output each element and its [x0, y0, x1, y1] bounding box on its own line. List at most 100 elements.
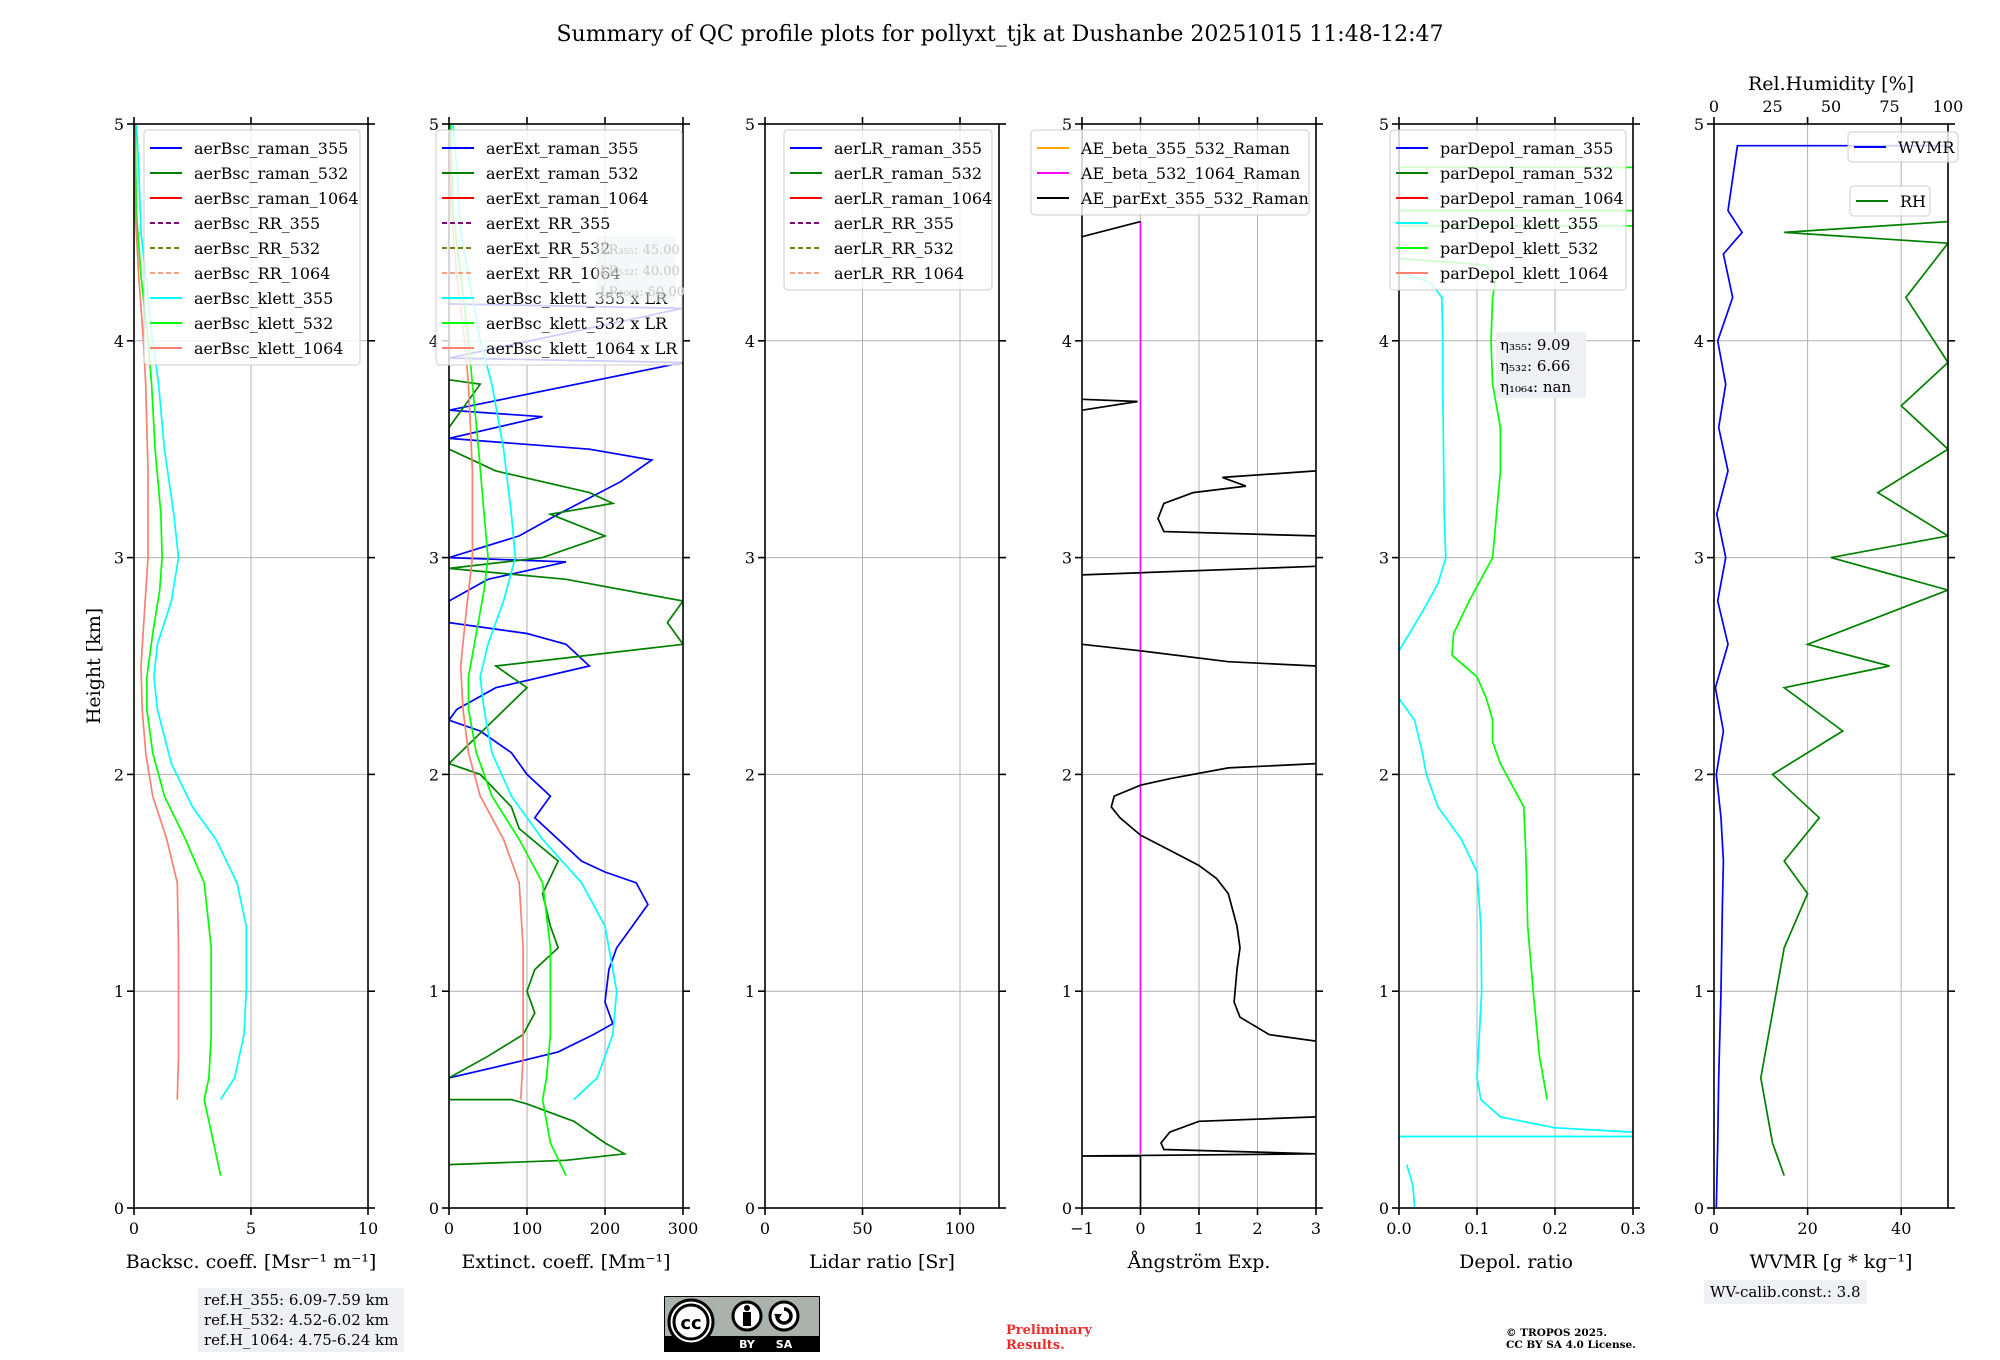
legend-label: WVMR: [1898, 138, 1955, 157]
legend-label: parDepol_raman_1064: [1440, 189, 1624, 208]
cc-sa-label: SA: [776, 1338, 793, 1351]
y-tick-label: 3: [1694, 549, 1704, 568]
y-tick-label: 1: [745, 982, 755, 1001]
series-parDepol_klett_532: [1399, 166, 1633, 1100]
y-tick-label: 4: [429, 332, 439, 351]
y-tick-label: 4: [1062, 332, 1072, 351]
y-tick-label: 1: [1062, 982, 1072, 1001]
y-tick-label: 5: [1379, 115, 1389, 134]
y-tick-label: 5: [1694, 115, 1704, 134]
annotation-line: η₁₀₆₄: nan: [1500, 378, 1571, 396]
panel-depolarization: 0.0 0.1 0.2 0.3 0 1 2 3 4 5 Depol. ratio parDepol_r…: [1379, 115, 1646, 1273]
y-tick-label: 1: [1694, 982, 1704, 1001]
x-tick-label: 2: [1252, 1219, 1262, 1238]
figure-title: Summary of QC profile plots for pollyxt_…: [556, 22, 1444, 47]
x-tick-label: 0.0: [1386, 1219, 1411, 1238]
legend-box: [1389, 129, 1627, 291]
axes-frame: [448, 123, 684, 1209]
legend-label: aerBsc_raman_1064: [194, 189, 359, 208]
y-tick-label: 0: [429, 1199, 439, 1218]
legend-label: aerBsc_klett_532: [194, 314, 333, 333]
y-tick-label: 2: [114, 765, 124, 784]
series-RH: [1759, 220, 1948, 1176]
series-aerExt_raman_355: [449, 303, 683, 1079]
ref-height-355: ref.H_355: 6.09-7.59 km: [204, 1291, 389, 1309]
wv-calib-box: WV-calib.const.: 3.8: [1704, 1280, 1867, 1304]
y-tick-label: 2: [1379, 765, 1389, 784]
x-axis-label: Depol. ratio: [1459, 1251, 1573, 1273]
y-tick-label: 1: [114, 982, 124, 1001]
legend-box: [1030, 129, 1310, 216]
series-aerBsc_klett_1064: [134, 124, 180, 1100]
top-tick-label: 75: [1879, 97, 1899, 116]
x-tick-label: 10: [358, 1219, 378, 1238]
ref-height-532: ref.H_532: 4.52-6.02 km: [204, 1311, 389, 1329]
legend-label: parDepol_raman_355: [1440, 139, 1613, 158]
x-tick-label: 20: [1797, 1219, 1817, 1238]
x-tick-label: 100: [945, 1219, 976, 1238]
series-aerExt_raman_532: [449, 378, 683, 1166]
legend-label: aerBsc_klett_355: [194, 289, 333, 308]
series-WVMR: [1714, 144, 1948, 1208]
legend-label: aerBsc_klett_1064: [194, 339, 343, 358]
x-tick-label: 5: [246, 1219, 256, 1238]
cc-icon: cc: [667, 1298, 715, 1346]
y-tick-label: 5: [114, 115, 124, 134]
legend-label: aerExt_RR_532: [486, 239, 610, 258]
y-tick-label: 5: [745, 115, 755, 134]
copyright-line-1: © TROPOS 2025.: [1506, 1327, 1608, 1339]
legend-label: aerBsc_raman_355: [194, 139, 348, 158]
legend-label: AE_beta_532_1064_Raman: [1080, 164, 1300, 183]
legend-label: aerExt_RR_355: [486, 214, 610, 233]
x-tick-label: 0: [1709, 1219, 1719, 1238]
copyright-note: © TROPOS 2025. CC BY SA 4.0 License.: [1506, 1327, 1636, 1351]
y-tick-label: 2: [1694, 765, 1704, 784]
x-tick-label: 300: [668, 1219, 699, 1238]
panel-backscatter: 0 5 10 0 1 2 3 4 5 Backsc. coeff. [Msr⁻¹ m⁻¹] Heig…: [83, 115, 378, 1273]
legend-label: aerLR_RR_1064: [834, 264, 964, 283]
panel-water-vapor: 0 20 40 0 1 2 3 4 5 WVMR [g * kg⁻¹] 0 25 50 75 100 Rel.…: [1694, 73, 1963, 1273]
annotation-line: η₃₅₅: 9.09: [1500, 336, 1570, 354]
annotation-line: LR₅₃₂: 40.00: [600, 264, 680, 279]
attribution-icon: [731, 1300, 763, 1332]
y-tick-label: 4: [745, 332, 755, 351]
x-tick-label: 0: [129, 1219, 139, 1238]
legend-label: aerLR_raman_355: [834, 139, 982, 158]
legend-label: aerBsc_klett_532 x LR: [486, 314, 668, 333]
panel-lidar-ratio: 0 50 100 0 1 2 3 4 5 Lidar ratio [Sr] aerLR_raman_…: [745, 115, 1006, 1273]
x-axis-label: Lidar ratio [Sr]: [809, 1251, 955, 1273]
x-tick-label: 100: [512, 1219, 543, 1238]
x-tick-label: −1: [1070, 1219, 1094, 1238]
y-tick-label: 2: [745, 765, 755, 784]
legend-label: aerBsc_RR_532: [194, 239, 320, 258]
y-axis-label: Height [km]: [83, 608, 105, 724]
wv-calib-constant: WV-calib.const.: 3.8: [1710, 1283, 1861, 1301]
annotation-line: LR₃₅₅: 45.00: [600, 243, 680, 258]
y-tick-label: 3: [429, 549, 439, 568]
x-tick-label: 0: [760, 1219, 770, 1238]
series-AE_parExt_355_532_Raman: [1082, 220, 1316, 1208]
cc-by-sa-badge: cc BY SA: [664, 1296, 820, 1352]
x-tick-label: 40: [1891, 1219, 1911, 1238]
y-tick-label: 2: [1062, 765, 1072, 784]
x-tick-label: 0.2: [1542, 1219, 1567, 1238]
y-tick-label: 4: [1694, 332, 1704, 351]
top-tick-label: 25: [1762, 97, 1782, 116]
x-tick-label: 0: [1135, 1219, 1145, 1238]
y-tick-label: 0: [114, 1199, 124, 1218]
annotation-box: [1496, 332, 1586, 398]
legend-label: RH: [1900, 192, 1926, 211]
legend-label: aerBsc_RR_1064: [194, 264, 330, 283]
legend-box: [1849, 185, 1931, 217]
legend-box: [783, 129, 993, 291]
legend-label: AE_beta_355_532_Raman: [1080, 139, 1290, 158]
x-axis-label: WVMR [g * kg⁻¹]: [1750, 1251, 1913, 1273]
top-axis-label: Rel.Humidity [%]: [1748, 73, 1914, 95]
preliminary-line-1: Preliminary: [1006, 1323, 1092, 1338]
panel-extinction: 0 100 200 300 0 1 2 3 4 5 Extinct. coeff. [Mm⁻¹] ae…: [429, 115, 698, 1273]
cc-text: cc: [680, 1313, 701, 1334]
legend-label: aerLR_RR_355: [834, 214, 954, 233]
legend-label: aerExt_raman_532: [486, 164, 639, 183]
